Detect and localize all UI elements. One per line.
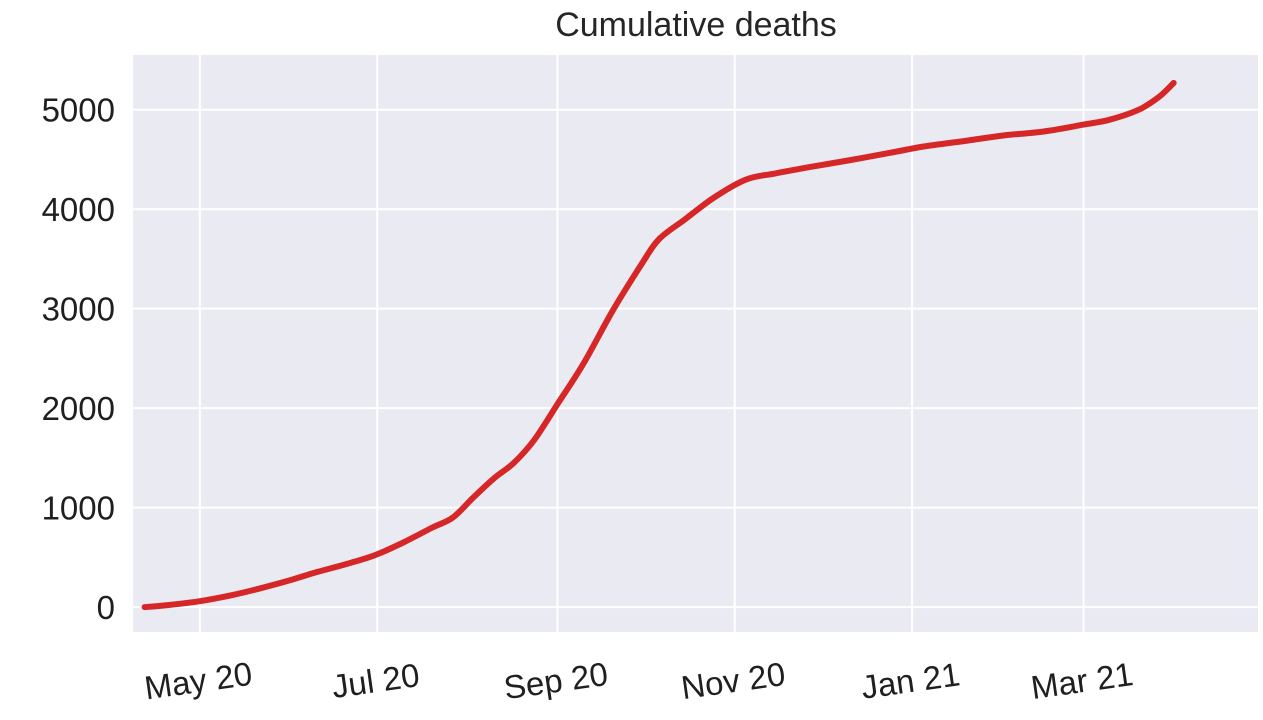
x-tick-label: Jul 20 [329,656,421,705]
y-axis-tick-labels: 0 1000 2000 3000 4000 5000 [42,92,115,626]
x-tick-label: May 20 [142,655,254,707]
x-tick-label: Sep 20 [501,655,610,706]
plot-area [133,55,1258,632]
x-tick-label: Jan 21 [859,655,962,705]
series-layer [141,79,1177,611]
y-tick-label: 1000 [42,490,115,527]
cumulative-deaths-line [141,79,1177,611]
y-tick-label: 2000 [42,390,115,427]
x-tick-label: Nov 20 [679,655,788,706]
chart-title: Cumulative deaths [555,6,837,44]
y-tick-label: 0 [97,589,115,626]
y-tick-label: 3000 [42,291,115,328]
x-tick-label: Mar 21 [1029,655,1136,706]
y-tick-label: 4000 [42,191,115,228]
y-tick-label: 5000 [42,92,115,129]
x-axis-tick-labels: May 20 Jul 20 Sep 20 Nov 20 Jan 21 Mar 21 [142,655,1135,707]
